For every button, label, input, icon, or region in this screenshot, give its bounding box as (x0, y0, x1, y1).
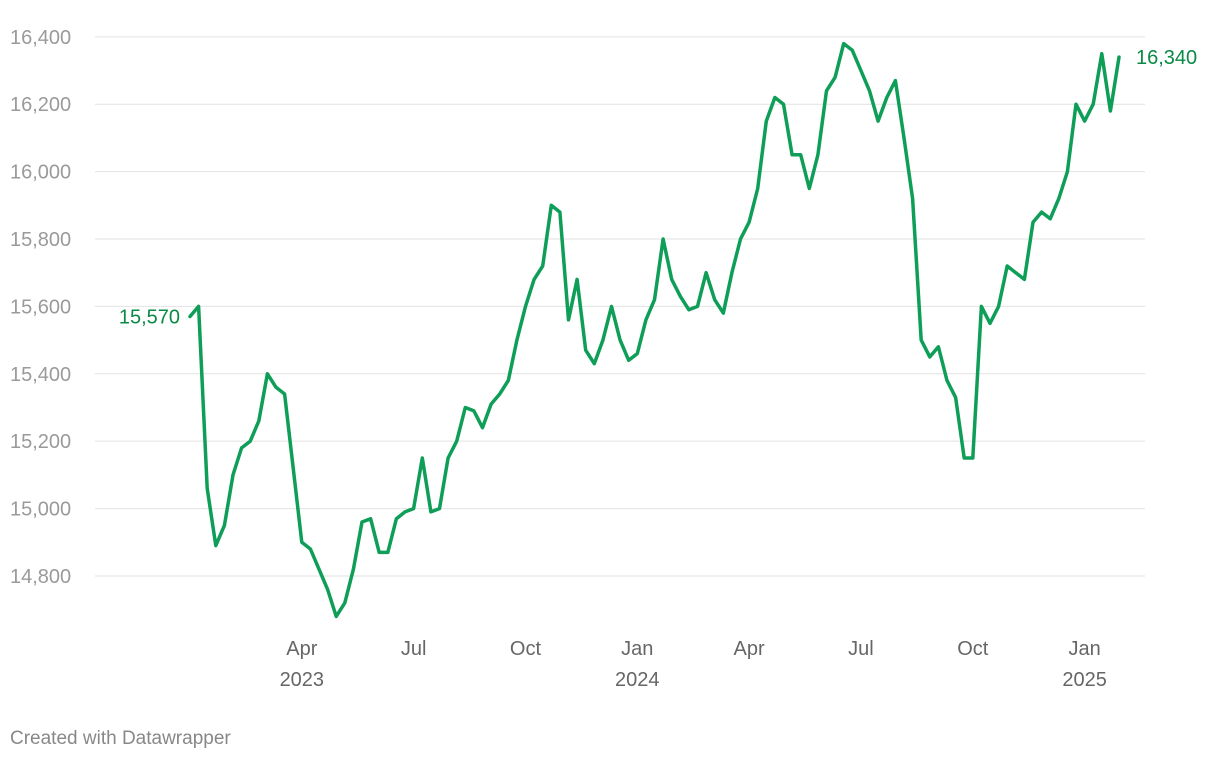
end-label: 16,340 (1136, 47, 1197, 69)
y-tick-label: 15,000 (10, 499, 71, 521)
credit: Created with Datawrapper (10, 728, 231, 749)
x-tick-label: Apr 2023 (280, 638, 325, 691)
y-tick-label: 15,400 (10, 364, 71, 386)
line (188, 41, 1121, 619)
x-tick-label: Jan 2025 (1062, 638, 1107, 691)
x-tick-label: Apr (734, 638, 765, 660)
y-tick-label: 14,800 (10, 566, 71, 588)
y-tick-label: 15,800 (10, 229, 71, 251)
y-tick-label: 15,600 (10, 296, 71, 318)
y-tick-label: 16,200 (10, 94, 71, 116)
start-label: 15,570 (119, 307, 180, 329)
x-tick-label: Jul (848, 638, 874, 660)
x-tick-label: Jan 2024 (615, 638, 660, 691)
x-tick-label: Oct (957, 638, 989, 660)
x-tick-label: Oct (510, 638, 542, 660)
y-tick-label: 16,000 (10, 162, 71, 184)
x-tick-label: Jul (401, 638, 427, 660)
y-tick-label: 16,400 (10, 27, 71, 49)
y-tick-label: 15,200 (10, 431, 71, 453)
